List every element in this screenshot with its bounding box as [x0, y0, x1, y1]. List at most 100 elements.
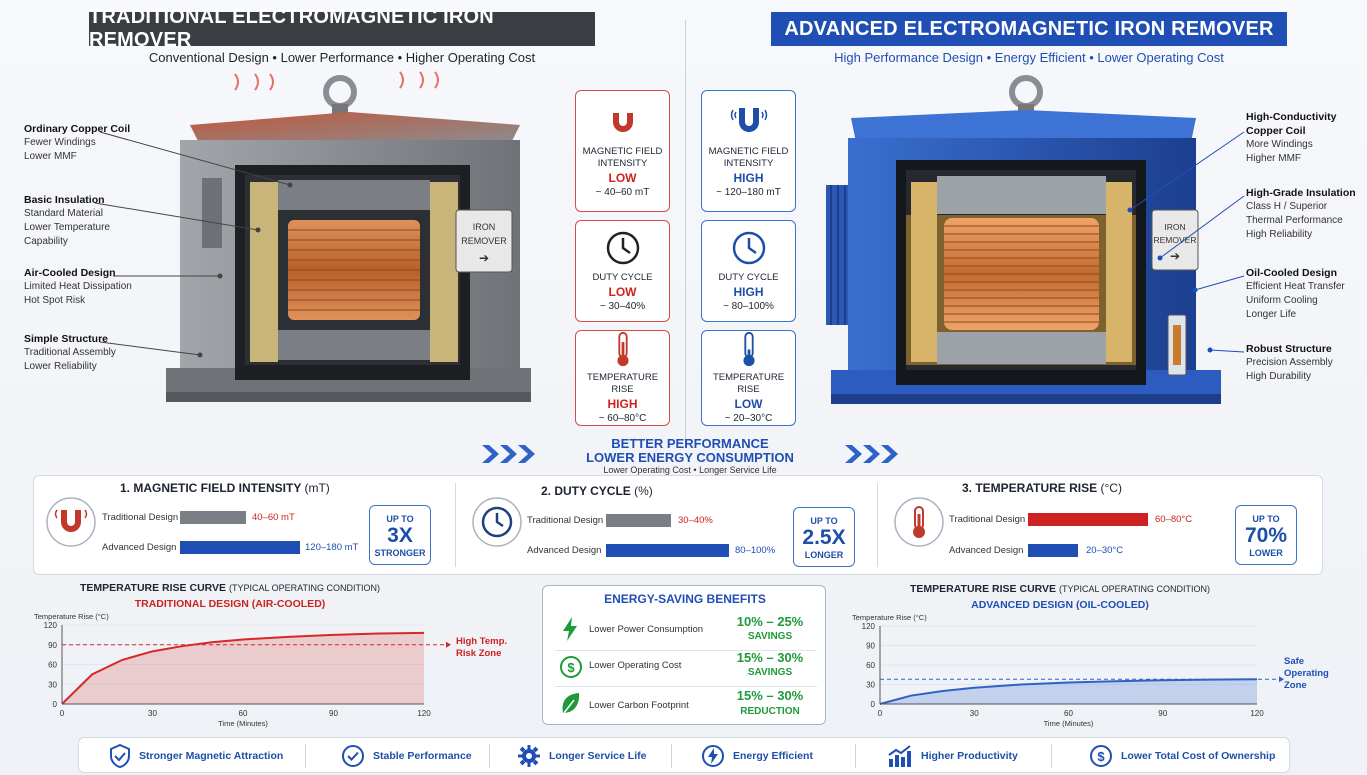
banner-line2: LOWER ENERGY CONSUMPTION	[586, 450, 794, 465]
trad-duty-card: DUTY CYCLE LOW ~ 30–40%	[575, 220, 670, 322]
metric3-trad-bar	[1028, 513, 1148, 526]
trad-magnetic-range: ~ 40–60 mT	[595, 186, 650, 198]
shield-check-icon	[110, 744, 130, 768]
left-subtitle: Conventional Design • Lower Performance …	[148, 50, 536, 65]
metric3-badge-bottom: LOWER	[1249, 548, 1283, 558]
trad-temp-range: ~ 60–80°C	[598, 413, 647, 424]
footer-label-tco: Lower Total Cost of Ownership	[1121, 750, 1276, 762]
trad-magnetic-level: LOW	[608, 170, 637, 185]
left-y-tick-label: 120	[44, 621, 58, 630]
energy-row-carbon-unit: REDUCTION	[740, 706, 800, 717]
adv-temp-card: TEMPERATURE RISE LOW ~ 20–30°C	[701, 330, 796, 426]
footer-sep-1	[305, 744, 306, 768]
right-callout-insulation: High-Grade Insulation Class H / Superior T…	[1246, 187, 1356, 240]
metric1-badge-value: 3X	[387, 524, 413, 547]
adv-duty-level: HIGH	[733, 284, 764, 299]
adv-magnetic-card: MAGNETIC FIELD INTENSITY HIGH ~ 120–180 …	[701, 90, 796, 212]
gear-icon	[518, 745, 540, 767]
metric1-trad-bar	[180, 511, 246, 524]
banner-chevrons-left-icon	[482, 445, 535, 463]
right-leader-lines	[1127, 131, 1245, 353]
metric2-trad-value: 30–40%	[678, 515, 713, 526]
right-title: ADVANCED ELECTROMAGNETIC IRON REMOVER	[771, 12, 1287, 46]
metric2-unit: (%)	[634, 484, 653, 498]
metric-magnet-icon	[46, 497, 96, 547]
metric1-trad-label: Traditional Design	[102, 512, 179, 523]
metric1-badge: UP TO 3X STRONGER	[369, 505, 431, 565]
energy-row-cost-value: 15% – 30%	[736, 650, 804, 665]
left-curve-subtitle: TRADITIONAL DESIGN (AIR-COOLED)	[134, 598, 326, 610]
footer-label-attraction: Stronger Magnetic Attraction	[139, 750, 284, 762]
metric3-trad-label: Traditional Design	[949, 514, 1026, 525]
adv-temp-label: TEMPERATURE RISE	[712, 372, 785, 395]
left-curve-title-wrap: TEMPERATURE RISE CURVE (TYPICAL OPERATIN…	[30, 582, 430, 594]
trad-duty-range: ~ 30–40%	[599, 300, 646, 312]
lightning-icon	[563, 617, 577, 641]
right-y-tick-label: 60	[866, 661, 875, 670]
left-x-tick-label: 60	[239, 709, 248, 718]
left-annotation-line1: High Temp.	[456, 636, 508, 647]
dollar-icon: $	[560, 656, 582, 678]
metric2-badge-value: 2.5X	[802, 526, 846, 549]
right-plate-line1: IRON	[1164, 222, 1185, 232]
right-x-axis-label: Time (Minutes)	[1044, 719, 1094, 728]
trad-temp-card: TEMPERATURE RISE HIGH ~ 60–80°C	[575, 330, 670, 426]
footer-sep-2	[489, 744, 490, 768]
metric3-title: 3. TEMPERATURE RISE	[962, 481, 1098, 495]
metrics-divider-1	[455, 483, 456, 567]
trad-temp-label: TEMPERATURE RISE	[586, 372, 659, 395]
metric1-badge-top: UP TO	[386, 514, 414, 524]
trad-thermometer-icon	[616, 331, 629, 367]
adv-temp-level: LOW	[734, 397, 763, 411]
energy-row-carbon: Lower Carbon Footprint 15% – 30% REDUCTI…	[555, 688, 817, 724]
left-series-line	[61, 631, 425, 705]
left-plate-line2: REMOVER	[461, 236, 507, 246]
energy-row-power-unit: SAVINGS	[747, 631, 793, 642]
energy-row-cost-unit: SAVINGS	[747, 667, 793, 678]
left-area-fill	[62, 632, 424, 704]
energy-title: ENERGY-SAVING BENEFITS	[604, 592, 766, 606]
metric2-trad-bar	[606, 514, 671, 527]
energy-row-cost-label: Lower Operating Cost	[589, 660, 682, 671]
right-callout-cooling: Oil-Cooled Design Efficient Heat Transfer…	[1246, 267, 1345, 320]
right-subtitle: High Performance Design • Energy Efficie…	[834, 50, 1224, 65]
energy-row-carbon-label: Lower Carbon Footprint	[589, 700, 689, 711]
adv-magnetic-label: MAGNETIC FIELD INTENSITY	[708, 145, 789, 169]
metrics-divider-2	[877, 483, 878, 567]
left-callout-coil: Ordinary Copper Coil Fewer Windings Lower …	[24, 123, 131, 162]
metric3-adv-label: Advanced Design	[949, 545, 1024, 556]
left-threshold-arrow	[446, 641, 451, 648]
metric3-trad-value: 60–80°C	[1155, 514, 1193, 525]
svg-text:$: $	[1097, 749, 1105, 764]
right-y-tick-label: 90	[866, 642, 875, 651]
energy-row-power-label: Lower Power Consumption	[589, 624, 704, 635]
metric2-adv-bar	[606, 544, 729, 557]
left-plate-line1: IRON	[473, 222, 496, 232]
right-area-fill	[880, 679, 1257, 704]
right-plate-arrow-icon: ➔	[1170, 249, 1180, 263]
left-leader-lines	[94, 131, 293, 358]
footer-label-stable: Stable Performance	[373, 750, 472, 762]
footer-item-service: Longer Service Life	[517, 738, 646, 774]
metric1-trad-value: 40–60 mT	[252, 512, 295, 523]
right-curve-title: TEMPERATURE RISE CURVE	[910, 583, 1057, 595]
footer-item-stable: Stable Performance	[341, 738, 472, 774]
left-curve-title-note: (TYPICAL OPERATING CONDITION)	[228, 583, 380, 593]
metric-clock-icon	[472, 497, 522, 547]
left-y-tick-label: 0	[53, 700, 58, 709]
adv-magnetic-level: HIGH	[733, 170, 764, 185]
footer-label-productivity: Higher Productivity	[921, 750, 1018, 762]
right-y-axis-label: Temperature Rise (°C)	[852, 613, 927, 622]
metric3-badge-value: 70%	[1244, 524, 1288, 547]
left-x-tick-label: 90	[329, 709, 338, 718]
left-callout-insulation: Basic Insulation Standard Material Lower T…	[24, 194, 110, 247]
left-annotation-line2: Risk Zone	[456, 648, 502, 659]
adv-duty-card: DUTY CYCLE HIGH ~ 80–100%	[701, 220, 796, 322]
trad-magnetic-card: MAGNETIC FIELD INTENSITY LOW ~ 40–60 mT	[575, 90, 670, 212]
left-x-tick-label: 0	[60, 709, 65, 718]
banner-line3: Lower Operating Cost • Longer Service Li…	[603, 465, 777, 475]
right-series-line	[879, 678, 1258, 705]
growth-chart-icon	[888, 745, 911, 767]
footer-sep-5	[1051, 744, 1052, 768]
